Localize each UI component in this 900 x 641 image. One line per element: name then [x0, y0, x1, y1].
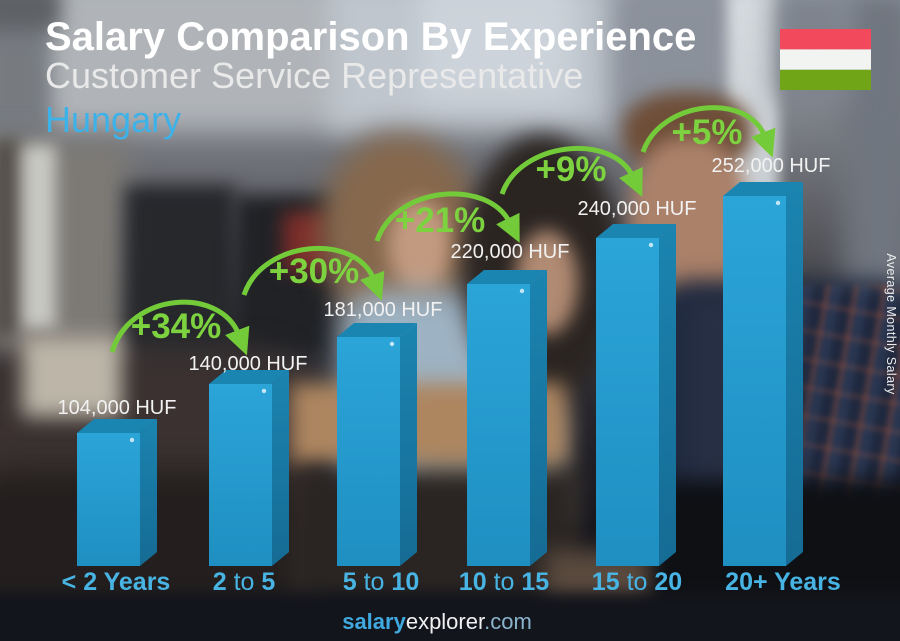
svg-text:240,000 HUF: 240,000 HUF	[578, 198, 697, 220]
svg-text:104,000 HUF: 104,000 HUF	[58, 397, 177, 419]
svg-text:10 to 15: 10 to 15	[459, 568, 549, 596]
svg-text:20+ Years: 20+ Years	[725, 568, 841, 596]
svg-text:+5%: +5%	[671, 113, 742, 152]
svg-text:Salary Comparison By Experienc: Salary Comparison By Experience	[45, 15, 696, 59]
svg-text:2 to 5: 2 to 5	[213, 568, 276, 596]
svg-text:+34%: +34%	[131, 307, 222, 346]
svg-text:< 2 Years: < 2 Years	[62, 568, 171, 596]
svg-text:220,000 HUF: 220,000 HUF	[451, 241, 570, 263]
svg-text:15 to 20: 15 to 20	[592, 568, 682, 596]
svg-text:+30%: +30%	[269, 252, 360, 291]
svg-text:140,000 HUF: 140,000 HUF	[189, 353, 308, 375]
svg-text:+9%: +9%	[535, 150, 606, 189]
svg-text:salaryexplorer.com: salaryexplorer.com	[342, 609, 532, 634]
svg-text:+21%: +21%	[395, 201, 486, 240]
svg-text:252,000 HUF: 252,000 HUF	[712, 155, 831, 177]
svg-text:Average Monthly Salary: Average Monthly Salary	[884, 253, 898, 395]
svg-text:Customer Service Representativ: Customer Service Representative	[45, 55, 583, 96]
svg-text:5 to 10: 5 to 10	[343, 568, 419, 596]
svg-text:Hungary: Hungary	[45, 99, 181, 140]
svg-text:181,000 HUF: 181,000 HUF	[324, 299, 443, 321]
